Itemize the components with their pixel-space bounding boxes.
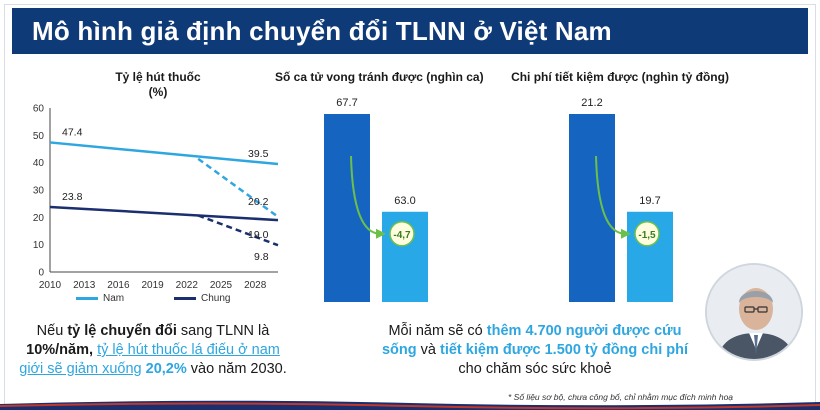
line-chart-title-line1: Tỷ lệ hút thuốc bbox=[115, 70, 201, 84]
savings-bar-chart: 21.2 19.7 -1,5 bbox=[569, 97, 673, 302]
x-tick-label: 2028 bbox=[244, 280, 267, 291]
y-tick-label: 20 bbox=[33, 213, 45, 224]
x-tick-label: 2010 bbox=[39, 280, 62, 291]
speaker-avatar bbox=[705, 263, 803, 361]
legend-label-chung: Chung bbox=[201, 293, 231, 304]
legend-swatch-chung bbox=[174, 297, 196, 300]
y-tick-label: 50 bbox=[33, 131, 45, 142]
x-tick-label: 2022 bbox=[176, 280, 199, 291]
x-tick-label: 2013 bbox=[73, 280, 96, 291]
caption-right-text-1: Mỗi năm sẽ có bbox=[388, 323, 487, 339]
caption-left-bold-1: tỷ lệ chuyển đổi bbox=[67, 323, 177, 339]
caption-left-text-1: Nếu bbox=[36, 323, 68, 339]
difference-badge bbox=[389, 221, 415, 247]
line-chart-title-line2: (%) bbox=[148, 85, 168, 99]
y-tick-label: 60 bbox=[33, 104, 45, 115]
footnote: * Số liệu sơ bộ, chưa công bố, chỉ nhằm … bbox=[508, 392, 734, 402]
caption-right: Mỗi năm sẽ có thêm 4.700 người được cứu … bbox=[380, 322, 690, 379]
x-tick-label: 2019 bbox=[141, 280, 164, 291]
y-tick-label: 10 bbox=[33, 240, 45, 251]
bar-value-label: 67.7 bbox=[336, 97, 357, 109]
arrow-head-icon bbox=[376, 228, 386, 239]
caption-right-text-3: cho chăm sóc sức khoẻ bbox=[458, 361, 612, 377]
data-label: 47.4 bbox=[62, 126, 83, 138]
data-label: 23.8 bbox=[62, 191, 83, 203]
bar-value-label: 19.7 bbox=[639, 195, 660, 207]
series-projection-line-1 bbox=[197, 214, 279, 247]
y-tick-label: 40 bbox=[33, 158, 45, 169]
series-line-0 bbox=[49, 141, 279, 166]
caption-right-highlight-1: thêm 4.700 người được cứu sống bbox=[381, 323, 682, 358]
bar-0 bbox=[324, 114, 370, 302]
data-label: 20.2 bbox=[248, 196, 269, 208]
caption-right-text-2: và bbox=[416, 342, 440, 358]
caption-left-highlight-2: 20,2% bbox=[145, 361, 187, 377]
caption-left-highlight-1: tỷ lệ hút thuốc lá điếu ở nam giới sẽ gi… bbox=[19, 342, 280, 377]
x-tick-label: 2016 bbox=[107, 280, 130, 291]
y-tick-label: 0 bbox=[38, 268, 44, 279]
difference-label: -1,5 bbox=[638, 230, 656, 241]
caption-left-text-5: vào năm 2030. bbox=[186, 361, 287, 377]
bar-value-label: 63.0 bbox=[394, 195, 415, 207]
x-tick-label: 2025 bbox=[210, 280, 233, 291]
data-label: 19.0 bbox=[248, 229, 269, 241]
caption-right-highlight-2: tiết kiệm được 1.500 tỷ đồng chi phí bbox=[439, 342, 689, 358]
data-label: 39.5 bbox=[248, 148, 269, 160]
bottom-stripe bbox=[0, 400, 820, 410]
deaths-chart-title: Số ca tử vong tránh được (nghìn ca) bbox=[275, 70, 484, 84]
savings-chart-title: Chi phí tiết kiệm được (nghìn tỷ đồng) bbox=[511, 70, 729, 84]
page-title: Mô hình giả định chuyển đổi TLNN ở Việt … bbox=[32, 16, 612, 46]
arrow-head-icon bbox=[621, 228, 631, 239]
difference-label: -4,7 bbox=[393, 230, 411, 241]
line-chart: 0 10 20 30 40 50 60 2010 2013 2016 2019 2022 2025 202… bbox=[33, 104, 279, 291]
legend-item-chung: Chung bbox=[174, 293, 230, 304]
deaths-bar-chart: 67.7 63.0 -4,7 bbox=[324, 97, 428, 302]
legend-swatch-nam bbox=[76, 297, 98, 300]
line-chart-title: Tỷ lệ hút thuốc (%) bbox=[98, 70, 218, 100]
legend-label-nam: Nam bbox=[103, 293, 125, 304]
caption-left: Nếu tỷ lệ chuyển đổi sang TLNN là 10%/nă… bbox=[18, 322, 288, 379]
series-projection-line-0 bbox=[197, 157, 279, 218]
caption-left-bold-2: 10%/năm, bbox=[26, 342, 94, 358]
bar-0 bbox=[569, 114, 615, 302]
y-tick-label: 30 bbox=[33, 186, 45, 197]
bar-value-label: 21.2 bbox=[581, 97, 602, 109]
data-label: 9.8 bbox=[254, 251, 269, 263]
difference-badge bbox=[634, 221, 660, 247]
series-line-1 bbox=[49, 205, 279, 222]
legend-item-nam: Nam bbox=[76, 293, 124, 304]
caption-left-text-2: sang TLNN là bbox=[176, 323, 270, 339]
header-bar: Mô hình giả định chuyển đổi TLNN ở Việt … bbox=[12, 8, 808, 54]
person-icon bbox=[707, 265, 801, 359]
